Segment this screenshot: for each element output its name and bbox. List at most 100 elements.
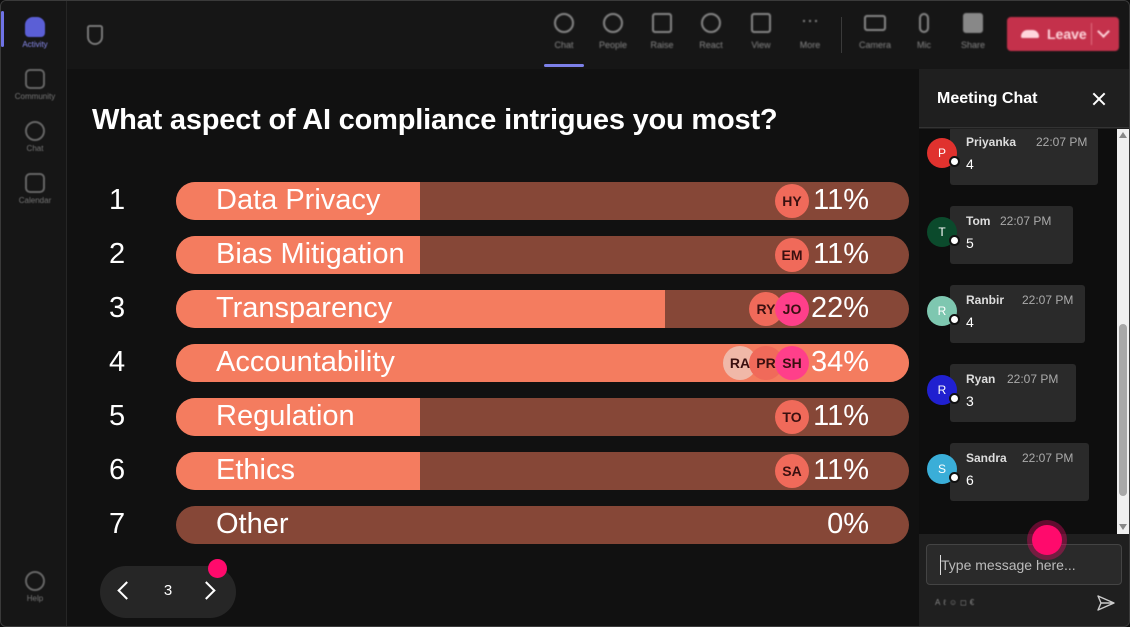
option-bar[interactable]: Data Privacy 11% HY [176,182,909,220]
toolbar-camera-button[interactable]: Camera [852,13,898,63]
option-bar-fill [176,182,420,220]
active-tab-indicator [544,64,584,67]
calendar-icon [25,173,45,193]
message-time: 22:07 PM [1022,451,1074,465]
close-icon[interactable] [1091,91,1107,107]
toolbar-raise-button[interactable]: Raise [639,13,685,63]
option-label: Ethics [216,454,295,486]
chat-message[interactable]: Sandra 22:07 PM 6 S [919,443,1117,511]
option-percent: 0% [827,508,869,540]
voter-avatar: SA [775,454,809,488]
message-time: 22:07 PM [1022,293,1074,307]
option-bar[interactable]: Regulation 11% TO [176,398,909,436]
rail-item-label: Help [26,594,44,603]
option-bar[interactable]: Transparency 22% RY JO [176,290,909,328]
voter-avatar: JO [775,292,809,326]
camera-icon [864,15,886,31]
poll-option-row[interactable]: 4 Accountability 34% RA PR SH [67,344,919,382]
option-number: 3 [109,292,126,324]
option-label: Other [216,508,289,540]
sticker-icon[interactable]: € [969,598,978,607]
option-percent: 11% [813,238,869,270]
rail-item-activity[interactable]: Activity [5,11,65,61]
option-label: Accountability [216,346,395,378]
attach-icon[interactable]: ℓ [943,598,949,607]
grid-icon [751,13,771,33]
toolbar-view-button[interactable]: View [738,13,784,63]
emoji-icon[interactable]: ☺ [948,598,961,607]
option-percent: 11% [813,400,869,432]
rail-item-chat[interactable]: Chat [5,115,65,165]
chat-input-box[interactable] [926,544,1122,585]
toolbar-more-button[interactable]: ··· More [787,11,833,63]
format-icon[interactable]: A [935,598,944,607]
rail-item-community[interactable]: Community [5,63,65,113]
option-bar[interactable]: Bias Mitigation 11% EM [176,236,909,274]
toolbar-button-label: People [598,40,628,50]
left-rail: Activity Community Chat Calendar Help [1,1,67,626]
chevron-right-icon[interactable] [197,581,216,600]
message-time: 22:07 PM [1007,372,1059,386]
chat-message[interactable]: Tom 22:07 PM 5 T [919,206,1117,274]
presence-status-icon [949,156,960,167]
option-number: 7 [109,508,126,540]
option-bar[interactable]: Ethics 11% SA [176,452,909,490]
leave-button[interactable]: Leave [1007,17,1119,51]
message-time: 22:07 PM [1036,135,1088,149]
option-bar[interactable]: Accountability 34% RA PR SH [176,344,909,382]
option-bar-fill [176,290,665,328]
option-bar[interactable]: Other 0% [176,506,909,544]
option-bar-fill [176,398,420,436]
scroll-down-arrow[interactable] [1119,524,1127,530]
toolbar-button-label: More [799,40,821,50]
voter-avatar: SH [775,346,809,380]
toolbar-button-label: Mic [917,40,931,50]
scroll-up-arrow[interactable] [1119,132,1127,138]
poll-option-row[interactable]: 3 Transparency 22% RY JO [67,290,919,328]
gif-icon[interactable]: ◻ [960,598,970,607]
page-number: 3 [163,582,173,599]
option-number: 4 [109,346,126,378]
message-text: 6 [966,472,974,488]
option-number: 5 [109,400,126,432]
rail-item-label: Chat [26,144,44,153]
chevron-left-icon[interactable] [117,581,136,600]
sender-name: Ranbir [966,293,1005,307]
toolbar-button-label: Camera [858,40,891,50]
chat-message[interactable]: Ranbir 22:07 PM 4 R [919,285,1117,353]
poll-option-row[interactable]: 5 Regulation 11% TO [67,398,919,436]
chat-scrollbar[interactable] [1117,129,1129,534]
message-bubble: Ranbir 22:07 PM 4 [950,285,1085,343]
poll-option-row[interactable]: 1 Data Privacy 11% HY [67,182,919,220]
poll-option-row[interactable]: 7 Other 0% [67,506,919,544]
message-time: 22:07 PM [1000,214,1052,228]
message-bubble: Ryan 22:07 PM 3 [950,364,1076,422]
option-number: 6 [109,454,126,486]
voter-avatar: RY [749,292,783,326]
sender-name: Ryan [966,372,996,386]
option-bar-fill [176,236,420,274]
rail-item-help[interactable]: Help [5,565,65,615]
toolbar-react-button[interactable]: React [688,13,734,63]
message-text: 4 [966,314,974,330]
toolbar-button-label: Share [960,40,986,50]
toolbar-people-button[interactable]: People [590,13,636,63]
send-icon[interactable] [1097,595,1115,611]
rail-item-calendar[interactable]: Calendar [5,167,65,217]
chat-message[interactable]: Ryan 22:07 PM 3 R [919,364,1117,432]
chat-message-input[interactable] [941,555,1111,575]
toolbar-chat-button[interactable]: Chat [541,13,587,63]
chevron-down-icon[interactable] [1097,25,1110,38]
voter-avatar: EM [775,238,809,272]
toolbar-mic-button[interactable]: Mic [901,13,947,63]
chat-message[interactable]: Priyanka 22:07 PM 4 P [919,129,1117,195]
scroll-thumb[interactable] [1119,324,1127,496]
toolbar-share-button[interactable]: Share [950,13,996,63]
hand-icon [652,13,672,33]
poll-option-row[interactable]: 2 Bias Mitigation 11% EM [67,236,919,274]
poll-option-row[interactable]: 6 Ethics 11% SA [67,452,919,490]
option-label: Bias Mitigation [216,238,405,270]
leave-divider [1091,23,1092,45]
format-toolbar[interactable]: Aℓ☺◻€ [935,598,977,607]
presence-status-icon [949,235,960,246]
